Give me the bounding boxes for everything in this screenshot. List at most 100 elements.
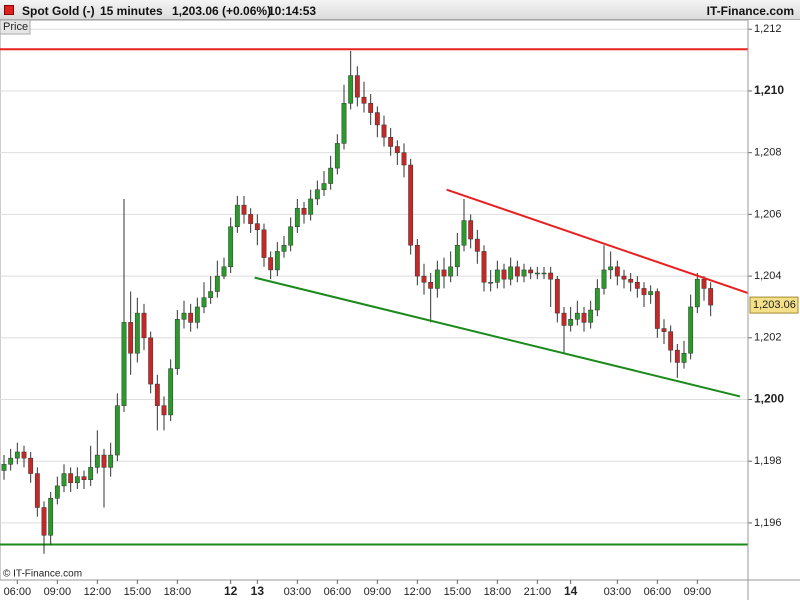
candle-body	[48, 497, 54, 536]
candle-body	[208, 291, 214, 298]
candle-body	[368, 103, 374, 113]
y-tick-label: 1,200	[754, 392, 784, 406]
x-tick-label: 21:00	[524, 586, 552, 598]
candle-body	[181, 312, 187, 320]
candle-body	[528, 269, 534, 274]
candle-body	[621, 275, 627, 280]
x-tick-label: 12	[224, 584, 238, 598]
candle-body	[61, 473, 67, 487]
candle-body	[661, 328, 667, 332]
candle-body	[94, 454, 100, 468]
candle-body	[148, 337, 154, 385]
candle-body	[128, 322, 134, 354]
candle-body	[501, 269, 507, 280]
candle-body	[341, 103, 347, 144]
interval: 15 minutes	[100, 4, 163, 18]
candle-body	[561, 312, 567, 326]
plot-frame	[0, 19, 749, 581]
x-tick-label: 09:00	[684, 586, 712, 598]
candle-body	[81, 476, 87, 480]
x-tick-label: 13	[251, 584, 265, 598]
candle-body	[441, 269, 447, 277]
last-price-tag	[749, 296, 799, 314]
candle-body	[421, 275, 427, 283]
candle-body	[168, 368, 174, 416]
trend-line	[254, 276, 741, 398]
x-tick-label: 18:00	[484, 586, 512, 598]
candle-body	[374, 112, 380, 126]
x-tick-label: 18:00	[164, 586, 192, 598]
candle-body	[454, 244, 460, 268]
candle-body	[654, 291, 660, 329]
candle-body	[488, 282, 494, 284]
candle-body	[294, 207, 300, 227]
candle-body	[54, 485, 60, 499]
candle-body	[68, 473, 74, 484]
instrument: Spot Gold (-)	[22, 4, 95, 18]
x-tick-label: 06:00	[644, 586, 672, 598]
y-tick-label: 1,210	[754, 83, 784, 97]
x-tick-label: 03:00	[604, 586, 632, 598]
quote: 1,203.06 (+0.06%)	[172, 4, 272, 18]
x-tick-label: 12:00	[84, 586, 112, 598]
candle-body	[8, 457, 14, 465]
candle-body	[641, 288, 647, 295]
candle-body	[321, 183, 327, 190]
candle-body	[608, 266, 614, 271]
candle-body	[508, 266, 514, 280]
candle-body	[41, 507, 47, 536]
candle-body	[494, 269, 500, 283]
candle-body	[141, 312, 147, 339]
candle-body	[214, 275, 220, 292]
candle-body	[314, 189, 320, 200]
candle-body	[648, 291, 654, 295]
candle-body	[188, 312, 194, 323]
watermark: © IT-Finance.com	[3, 569, 82, 580]
candle-body	[414, 244, 420, 277]
candle-body	[21, 451, 27, 459]
candle-body	[261, 229, 267, 258]
candle-body	[308, 198, 314, 215]
candle-body	[628, 278, 634, 283]
brand: IT-Finance.com	[706, 4, 794, 18]
candle-body	[154, 383, 160, 406]
candle-body	[461, 220, 467, 246]
header: Spot Gold (-) 15 minutes 1,203.06 (+0.06…	[0, 0, 800, 20]
candle-body	[681, 352, 687, 363]
candle-body	[288, 226, 294, 246]
icon	[4, 5, 14, 15]
x-tick-label: 09:00	[364, 586, 392, 598]
y-tick-label: 1,212	[754, 23, 782, 35]
x-tick-label: 09:00	[44, 586, 72, 598]
candle-body	[334, 143, 340, 169]
candle-body	[521, 269, 527, 277]
candle-body	[228, 226, 234, 268]
candle-body	[448, 266, 454, 277]
candle-body	[268, 257, 274, 271]
candle-body	[548, 272, 554, 280]
candle-body	[634, 282, 640, 289]
candle-body	[134, 312, 140, 354]
candle-body	[434, 269, 440, 289]
candle-body	[581, 312, 587, 323]
x-tick-label: 03:00	[284, 586, 312, 598]
candle-body	[114, 405, 120, 456]
candle-body	[201, 297, 207, 308]
candle-body	[594, 288, 600, 311]
candle-body	[688, 306, 694, 354]
trend-line	[446, 188, 749, 295]
x-tick-label: 15:00	[444, 586, 472, 598]
x-tick-label: 06:00	[324, 586, 352, 598]
time: 10:14:53	[268, 4, 317, 18]
candle-body	[574, 312, 580, 320]
candle-body	[701, 278, 707, 289]
candle-body	[401, 152, 407, 166]
candle-body	[348, 75, 354, 104]
candle-body	[88, 467, 94, 480]
y-tick-label: 1,198	[754, 455, 782, 467]
candle-body	[541, 272, 547, 275]
candle-body	[34, 473, 40, 508]
candle-body	[474, 238, 480, 252]
candle-body	[301, 207, 307, 215]
